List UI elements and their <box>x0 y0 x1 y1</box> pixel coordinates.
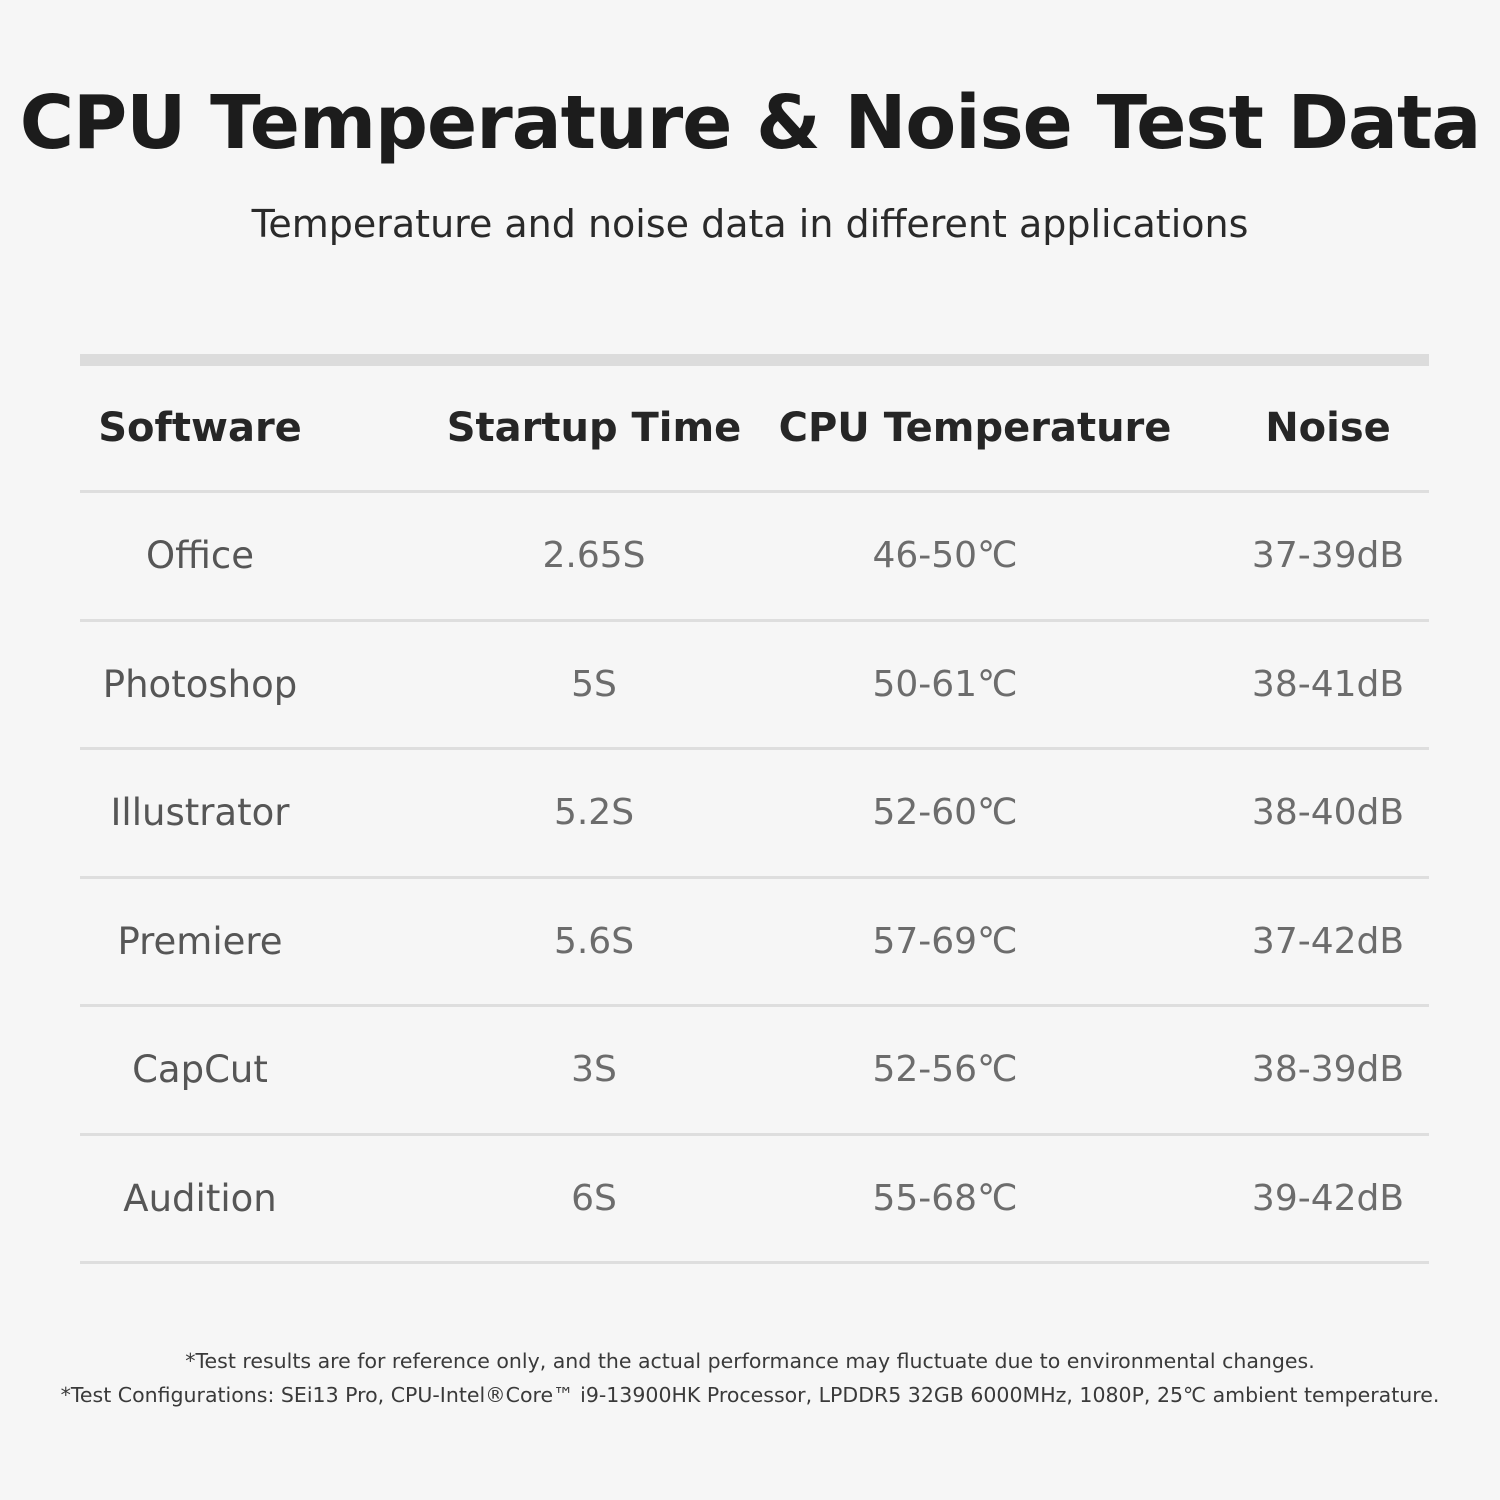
noise-cell: 37-42dB <box>1251 920 1405 962</box>
startup-time-cell: 5.6S <box>553 920 635 962</box>
cpu-temperature-cell: 55-68℃ <box>872 1177 1018 1219</box>
startup-time-cell: 5S <box>571 663 617 705</box>
startup-time-cell: 2.65S <box>542 535 646 577</box>
header-cpu-temperature: CPU Temperature <box>778 405 1172 451</box>
noise-cell: 38-39dB <box>1251 1049 1405 1091</box>
cpu-temperature-cell: 57-69℃ <box>872 920 1018 962</box>
header-software: Software <box>98 405 302 451</box>
header-noise: Noise <box>1265 405 1391 451</box>
software-cell: Illustrator <box>110 791 290 835</box>
page-subtitle: Temperature and noise data in different … <box>251 202 1249 246</box>
table-row: CapCut 3S 52-56℃ 38-39dB <box>80 1007 1429 1136</box>
data-table: Software Startup Time CPU Temperature No… <box>80 366 1429 1264</box>
table-row: Illustrator 5.2S 52-60℃ 38-40dB <box>80 750 1429 879</box>
table-row: Photoshop 5S 50-61℃ 38-41dB <box>80 622 1429 750</box>
table-row: Audition 6S 55-68℃ 39-42dB <box>80 1136 1429 1264</box>
software-cell: CapCut <box>132 1048 268 1092</box>
noise-cell: 38-41dB <box>1251 663 1405 705</box>
table-row: Office 2.65S 46-50℃ 37-39dB <box>80 493 1429 622</box>
cpu-temperature-cell: 46-50℃ <box>872 535 1018 577</box>
header-startup-time: Startup Time <box>446 405 742 451</box>
startup-time-cell: 5.2S <box>553 792 635 834</box>
cpu-temperature-cell: 52-56℃ <box>872 1049 1018 1091</box>
software-cell: Photoshop <box>102 662 298 706</box>
table-header-row: Software Startup Time CPU Temperature No… <box>80 366 1429 493</box>
table-row: Premiere 5.6S 57-69℃ 37-42dB <box>80 879 1429 1007</box>
noise-cell: 37-39dB <box>1251 535 1405 577</box>
cpu-temperature-cell: 52-60℃ <box>872 792 1018 834</box>
cpu-temperature-cell: 50-61℃ <box>872 663 1018 705</box>
noise-cell: 38-40dB <box>1251 792 1405 834</box>
table-top-bar <box>80 354 1429 366</box>
noise-cell: 39-42dB <box>1251 1177 1405 1219</box>
startup-time-cell: 6S <box>571 1177 617 1219</box>
software-cell: Audition <box>123 1176 277 1220</box>
page-title: CPU Temperature & Noise Test Data <box>19 80 1482 166</box>
footnote-test-configuration: *Test Configurations: SEi13 Pro, CPU-Int… <box>60 1383 1440 1407</box>
software-cell: Office <box>145 534 254 578</box>
footnote-disclaimer: *Test results are for reference only, an… <box>185 1349 1315 1373</box>
software-cell: Premiere <box>117 919 283 963</box>
startup-time-cell: 3S <box>571 1049 617 1091</box>
footnotes: *Test results are for reference only, an… <box>0 1344 1500 1412</box>
